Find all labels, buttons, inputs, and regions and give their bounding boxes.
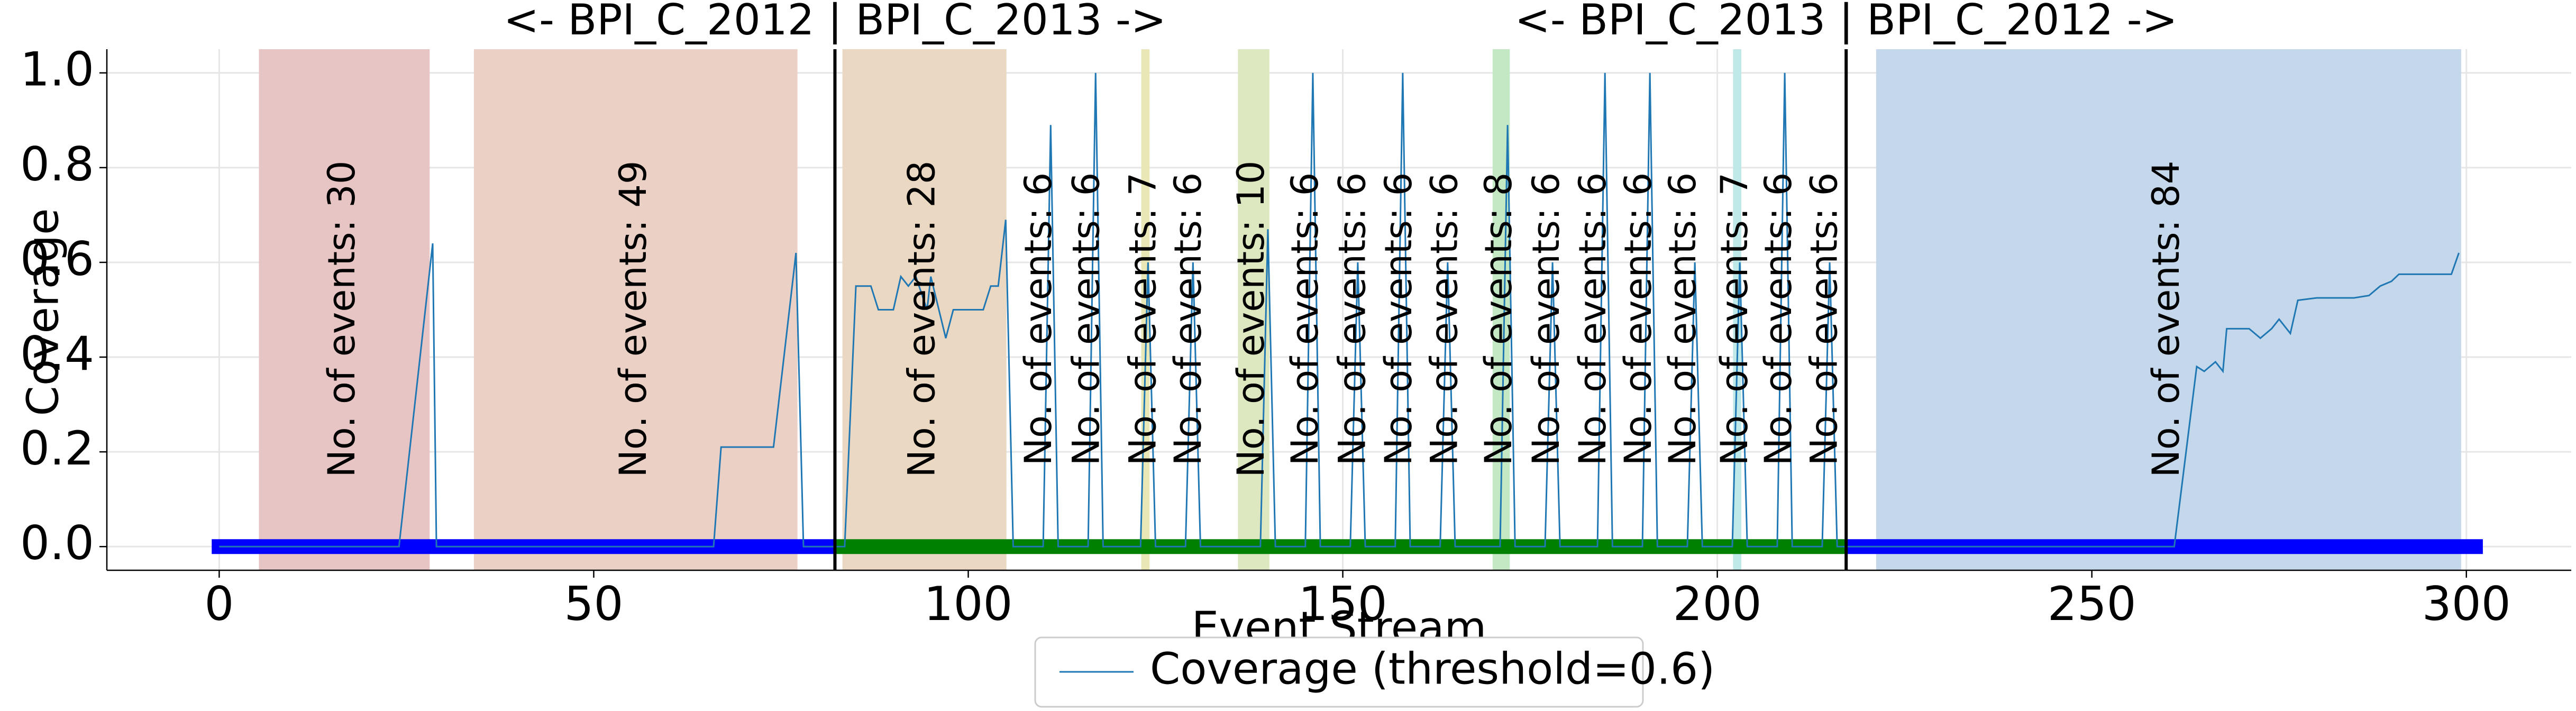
span-label: No. of events: 6	[1283, 172, 1327, 466]
boundary-label: <- BPI_C_2012 | BPI_C_2013 ->	[504, 0, 1166, 45]
span-label: No. of events: 6	[1422, 172, 1466, 466]
event-span	[1876, 49, 2461, 570]
span-label: No. of events: 7	[1713, 172, 1756, 466]
y-tick-label: 0.0	[20, 516, 94, 570]
event-span	[259, 49, 430, 570]
y-tick-label: 0.4	[20, 326, 94, 381]
y-tick-label: 0.2	[20, 421, 94, 476]
x-tick-label: 300	[2422, 577, 2511, 631]
span-label: No. of events: 6	[1661, 172, 1704, 466]
y-tick-label: 0.6	[20, 232, 94, 286]
x-tick-label: 50	[564, 577, 623, 631]
legend-label: Coverage (threshold=0.6)	[1150, 644, 1715, 694]
span-label: No. of events: 49	[611, 161, 655, 478]
span-label: No. of events: 10	[1229, 161, 1273, 478]
event-span	[1238, 49, 1269, 570]
span-label: No. of events: 6	[1377, 172, 1420, 466]
legend: Coverage (threshold=0.6)	[1034, 636, 1715, 708]
span-label: No. of events: 6	[1330, 172, 1374, 466]
span-label: No. of events: 6	[1524, 172, 1568, 466]
y-tick-label: 1.0	[20, 42, 94, 97]
span-label: No. of events: 6	[1017, 172, 1060, 466]
span-label: No. of events: 6	[1616, 172, 1660, 466]
span-label: No. of events: 30	[320, 161, 363, 478]
boundary-label: <- BPI_C_2013 | BPI_C_2012 ->	[1515, 0, 2178, 45]
span-label: No. of events: 6	[1166, 172, 1210, 466]
coverage-line	[219, 72, 2460, 548]
span-label: No. of events: 84	[2144, 161, 2188, 478]
x-tick-label: 100	[924, 577, 1013, 631]
x-tick-label: 250	[2048, 577, 2136, 631]
x-tick-label: 200	[1673, 577, 1762, 631]
y-tick-label: 0.8	[20, 137, 94, 192]
span-label: No. of events: 8	[1477, 172, 1520, 466]
y-axis-label: Coverage	[18, 208, 68, 416]
span-label: No. of events: 6	[1757, 172, 1800, 466]
span-label: No. of events: 6	[1802, 172, 1846, 466]
span-label: No. of events: 6	[1571, 172, 1614, 466]
span-label: No. of events: 6	[1065, 172, 1108, 466]
span-label: No. of events: 28	[900, 161, 944, 478]
legend-box	[1034, 636, 1644, 708]
span-label: No. of events: 7	[1121, 172, 1164, 466]
event-span	[473, 49, 798, 570]
x-tick-label: 150	[1299, 577, 1387, 631]
x-tick-label: 0	[204, 577, 234, 631]
